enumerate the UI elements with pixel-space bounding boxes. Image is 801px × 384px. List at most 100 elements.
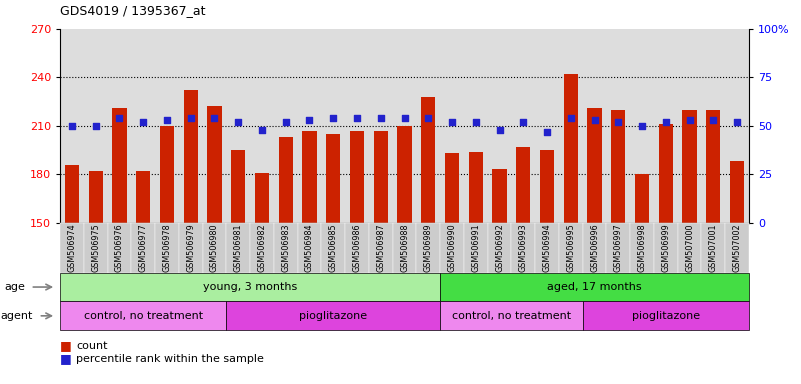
Text: GSM506978: GSM506978 xyxy=(163,223,171,272)
Text: GSM506975: GSM506975 xyxy=(91,223,100,272)
Text: percentile rank within the sample: percentile rank within the sample xyxy=(76,354,264,364)
Text: pioglitazone: pioglitazone xyxy=(300,311,368,321)
Text: GSM506982: GSM506982 xyxy=(257,223,267,272)
Text: GSM506974: GSM506974 xyxy=(67,223,76,272)
Point xyxy=(160,117,173,123)
Text: GSM506987: GSM506987 xyxy=(376,223,385,272)
Text: GSM506989: GSM506989 xyxy=(424,223,433,272)
Text: GSM506979: GSM506979 xyxy=(186,223,195,272)
Text: GSM506984: GSM506984 xyxy=(305,223,314,272)
Bar xyxy=(706,109,720,223)
Text: GSM506991: GSM506991 xyxy=(471,223,481,272)
Text: GSM506988: GSM506988 xyxy=(400,223,409,272)
Text: agent: agent xyxy=(0,311,32,321)
Bar xyxy=(326,134,340,223)
Point xyxy=(683,117,696,123)
Bar xyxy=(65,164,79,223)
Bar xyxy=(279,137,293,223)
Bar xyxy=(397,126,412,223)
Bar xyxy=(421,97,436,223)
Text: GSM506993: GSM506993 xyxy=(519,223,528,272)
Text: GSM506980: GSM506980 xyxy=(210,223,219,272)
Bar xyxy=(89,171,103,223)
Point xyxy=(469,119,482,125)
Text: GSM506994: GSM506994 xyxy=(542,223,552,272)
Point xyxy=(659,119,672,125)
Text: GSM506976: GSM506976 xyxy=(115,223,124,272)
Text: GSM506997: GSM506997 xyxy=(614,223,623,272)
Text: GSM506977: GSM506977 xyxy=(139,223,147,272)
Text: GSM506998: GSM506998 xyxy=(638,223,646,272)
Bar xyxy=(136,171,151,223)
Text: control, no treatment: control, no treatment xyxy=(452,311,571,321)
Point xyxy=(184,115,197,121)
Point xyxy=(113,115,126,121)
Bar xyxy=(658,124,673,223)
Point xyxy=(231,119,244,125)
Text: GSM506996: GSM506996 xyxy=(590,223,599,272)
Text: GSM506981: GSM506981 xyxy=(234,223,243,272)
Text: GSM506985: GSM506985 xyxy=(328,223,338,272)
Point xyxy=(565,115,578,121)
Bar xyxy=(350,131,364,223)
Point xyxy=(541,129,553,135)
Bar xyxy=(160,126,174,223)
Point xyxy=(445,119,458,125)
Bar xyxy=(516,147,530,223)
Text: control, no treatment: control, no treatment xyxy=(83,311,203,321)
Text: young, 3 months: young, 3 months xyxy=(203,282,297,292)
Bar xyxy=(469,152,483,223)
Point xyxy=(351,115,364,121)
Point xyxy=(422,115,435,121)
Text: pioglitazone: pioglitazone xyxy=(632,311,700,321)
Point xyxy=(303,117,316,123)
Point xyxy=(517,119,529,125)
Bar xyxy=(587,108,602,223)
Bar xyxy=(231,150,245,223)
Text: GSM506986: GSM506986 xyxy=(352,223,361,272)
Text: ■: ■ xyxy=(60,353,72,366)
Text: GSM506995: GSM506995 xyxy=(566,223,575,272)
Bar xyxy=(207,106,222,223)
Bar xyxy=(445,153,459,223)
Bar xyxy=(611,109,626,223)
Bar xyxy=(112,108,127,223)
Point xyxy=(707,117,720,123)
Text: ■: ■ xyxy=(60,339,72,352)
Bar xyxy=(682,109,697,223)
Point xyxy=(374,115,387,121)
Text: GSM506992: GSM506992 xyxy=(495,223,504,272)
Point xyxy=(208,115,221,121)
Point xyxy=(89,123,102,129)
Point xyxy=(66,123,78,129)
Bar xyxy=(540,150,554,223)
Text: aged, 17 months: aged, 17 months xyxy=(547,282,642,292)
Text: age: age xyxy=(4,282,25,292)
Bar xyxy=(255,173,269,223)
Bar xyxy=(183,90,198,223)
Text: GSM507002: GSM507002 xyxy=(733,223,742,272)
Bar xyxy=(635,174,649,223)
Text: GSM507000: GSM507000 xyxy=(685,223,694,272)
Point xyxy=(256,127,268,133)
Point xyxy=(636,123,649,129)
Point xyxy=(588,117,601,123)
Point xyxy=(612,119,625,125)
Point xyxy=(731,119,743,125)
Bar xyxy=(564,74,578,223)
Text: GSM506990: GSM506990 xyxy=(448,223,457,272)
Bar xyxy=(730,161,744,223)
Text: GSM506983: GSM506983 xyxy=(281,223,290,272)
Text: GSM506999: GSM506999 xyxy=(662,223,670,272)
Point xyxy=(280,119,292,125)
Point xyxy=(327,115,340,121)
Bar xyxy=(493,169,507,223)
Text: GDS4019 / 1395367_at: GDS4019 / 1395367_at xyxy=(60,4,206,17)
Text: GSM507001: GSM507001 xyxy=(709,223,718,272)
Point xyxy=(398,115,411,121)
Text: count: count xyxy=(76,341,107,351)
Bar xyxy=(373,131,388,223)
Point xyxy=(493,127,506,133)
Bar xyxy=(302,131,316,223)
Point xyxy=(137,119,150,125)
